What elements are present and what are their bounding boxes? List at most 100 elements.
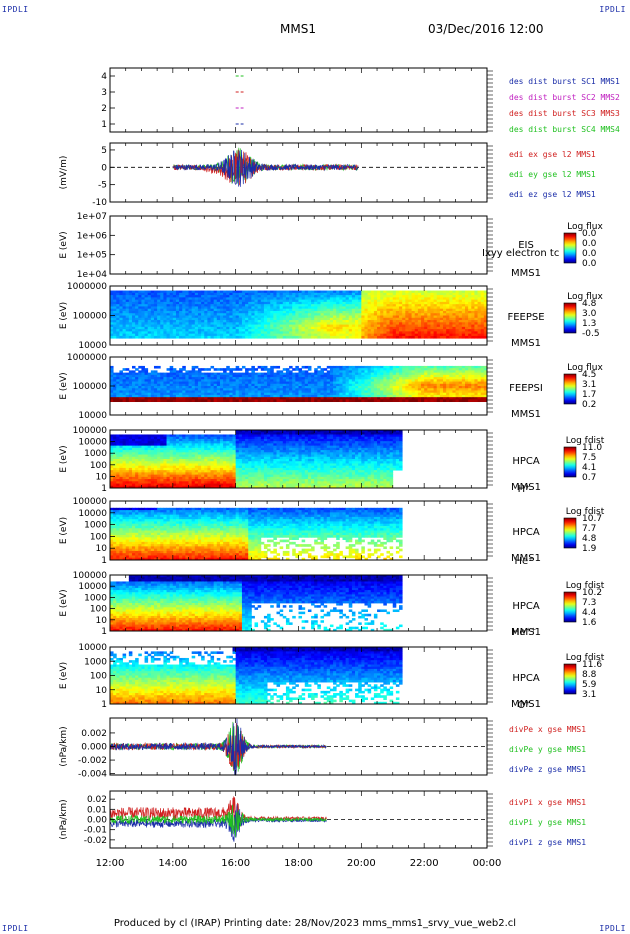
p6-heat-cell: [110, 445, 114, 449]
p6-heat-cell: [166, 470, 171, 473]
p4-heat-cell: [263, 326, 268, 330]
p4-heat-cell: [383, 317, 387, 321]
p4-heat-cell: [251, 333, 255, 337]
p4-heat-cell: [471, 299, 475, 303]
p4-heat-cell: [125, 333, 130, 337]
p4-heat-cell: [223, 299, 227, 303]
p5-heat-cell: [138, 383, 142, 387]
p4-heat-cell: [336, 297, 340, 301]
p4-heat-cell: [339, 331, 343, 335]
p5-heat-cell: [185, 390, 189, 394]
p5-heat-cell: [175, 381, 180, 385]
p4-heat-cell: [443, 320, 447, 323]
p4-heat-cell: [122, 299, 127, 303]
p4-heat-cell: [402, 322, 406, 325]
p5-heat-cell: [307, 365, 312, 369]
p6-heat-cell: [147, 434, 152, 438]
p5-heat-cell: [367, 368, 372, 371]
p5-heat-cell: [383, 377, 387, 380]
p4-heat-cell: [276, 331, 281, 335]
p4-heat-cell: [248, 299, 252, 303]
p6-heat-cell: [116, 481, 120, 484]
p4-heat-cell: [119, 299, 123, 303]
p4-heat-cell: [285, 331, 290, 335]
p4-heat-cell: [207, 299, 211, 303]
p2-panel: [110, 147, 487, 187]
p4-heat-cell: [468, 310, 472, 314]
p4-heat-cell: [276, 301, 281, 305]
p4-heat-cell: [248, 297, 252, 301]
p4-heat-cell: [163, 299, 167, 303]
p5-heat-cell: [279, 377, 284, 380]
p5-heat-cell: [157, 388, 161, 391]
p5-heat-cell: [279, 392, 284, 396]
p4-heat-cell: [446, 292, 450, 296]
p4-heat-cell: [122, 295, 127, 298]
p5-heat-cell: [471, 383, 475, 387]
p4-heat-cell: [292, 290, 296, 294]
p6-heat-cell: [157, 481, 161, 484]
p5-heat-cell: [458, 394, 463, 398]
p4-heat-cell: [339, 320, 343, 323]
p5-heat-cell: [329, 399, 334, 403]
p5-heat-cell: [160, 377, 164, 380]
p4-heat-cell: [304, 310, 309, 314]
p5-heat-cell: [455, 386, 460, 389]
p4-heat-cell: [424, 290, 428, 294]
p4-heat-cell: [248, 315, 252, 319]
p5-heat-cell: [179, 379, 183, 382]
p5-heat-cell: [364, 368, 369, 371]
p6-heat-cell: [116, 476, 120, 480]
p6-heat-cell: [125, 472, 130, 476]
p6-heat-cell: [131, 445, 136, 449]
p4-heat-cell: [257, 317, 262, 321]
p5-heat-cell: [443, 379, 447, 382]
p5-heat-cell: [113, 372, 117, 376]
p4-heat-cell: [364, 295, 369, 298]
p4-heat-cell: [301, 313, 306, 316]
p5-heat-cell: [289, 394, 293, 398]
p4-heat-cell: [380, 333, 384, 337]
p4-heat-cell: [285, 313, 290, 316]
p6-heat-cell: [138, 441, 142, 444]
p5-heat-cell: [204, 397, 208, 400]
p4-heat-cell: [219, 317, 224, 321]
p5-heat-cell: [157, 390, 161, 394]
p4-heat-cell: [216, 333, 221, 337]
p5-heat-cell: [443, 365, 447, 369]
p6-heat-cell: [135, 459, 139, 462]
p4-heat-cell: [314, 320, 318, 323]
p4-heat-cell: [163, 308, 167, 312]
p4-heat-cell: [172, 313, 177, 316]
p4-heat-cell: [377, 306, 381, 310]
p5-heat-cell: [392, 388, 397, 391]
p4-heat-cell: [295, 315, 299, 319]
p4-heat-cell: [172, 324, 177, 328]
p5-heat-cell: [204, 399, 208, 403]
p6-heat-cell: [141, 459, 145, 462]
p4-heat-cell: [465, 333, 469, 337]
p4-heat-cell: [471, 320, 475, 323]
p4-heat-cell: [172, 292, 177, 296]
p4-heat-cell: [141, 292, 145, 296]
p5-heat-cell: [329, 386, 334, 389]
p5-heat-cell: [355, 377, 359, 380]
p4-heat-cell: [223, 335, 227, 339]
p4-heat-cell: [238, 304, 243, 307]
p5-heat-cell: [122, 379, 127, 382]
p6-heat-cell: [125, 438, 130, 442]
p5-heat-cell: [216, 388, 221, 391]
p4-heat-cell: [157, 304, 161, 307]
p4-heat-cell: [285, 301, 290, 305]
p4-heat-cell: [276, 310, 281, 314]
p5-heat-cell: [201, 394, 205, 398]
p4-heat-cell: [273, 329, 277, 332]
p6-heat-cell: [131, 447, 136, 451]
p4-heat-cell: [392, 333, 397, 337]
p4-heat-cell: [474, 292, 478, 296]
p4-heat-cell: [367, 292, 372, 296]
p5-heat-cell: [147, 394, 152, 398]
p4-heat-cell: [207, 326, 211, 330]
p4-heat-cell: [458, 290, 463, 294]
p4-heat-cell: [201, 310, 205, 314]
